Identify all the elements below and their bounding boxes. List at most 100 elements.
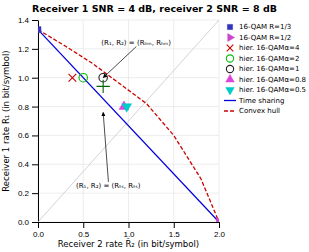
legend-swatch xyxy=(227,45,234,52)
x-tick-mark xyxy=(38,222,39,228)
y-tick-label: 1.4 xyxy=(18,16,30,25)
line-series xyxy=(38,30,219,222)
grid-line-x xyxy=(219,20,220,222)
y-tick: 0.6 xyxy=(18,131,38,140)
grid-line-x xyxy=(173,20,174,222)
grid-line-x xyxy=(83,20,84,222)
scatter-point xyxy=(69,74,77,82)
grid xyxy=(38,20,219,222)
legend-swatch xyxy=(226,75,235,82)
scatter-point xyxy=(79,73,87,81)
legend-label: hier. 16-QAMα=2 xyxy=(239,55,299,63)
plot-area: 0.0 0.5 1.0 1.5 2.0 0.0 0.2 0.4 0.6 0.8 1.0 1.2 1.4 (… xyxy=(18,16,226,239)
x-axis: 0.0 0.5 1.0 1.5 2.0 xyxy=(33,222,226,239)
legend-item: Time sharing xyxy=(224,97,284,105)
y-tick-mark xyxy=(32,135,38,136)
chart-title: Receiver 1 SNR = 4 dB, receiver 2 SNR = … xyxy=(32,3,277,14)
chart-svg: 0.0 0.5 1.0 1.5 2.0 0.0 0.2 0.4 0.6 0.8 1.0 1.2 1.4 (… xyxy=(0,0,309,252)
legend-label: hier. 16-QAMα=0.8 xyxy=(239,76,306,84)
legend-swatch xyxy=(224,100,236,101)
y-axis-title: Receiver 1 rate R₁ (in bit/symbol) xyxy=(1,50,11,191)
x-tick: 1.0 xyxy=(123,222,135,239)
annotation-text: (R₁, R₂) = (Rₕₘ, Rₕₘ) xyxy=(101,39,171,47)
y-tick: 0.2 xyxy=(18,189,38,198)
legend-swatch xyxy=(228,34,235,42)
scatter-point xyxy=(96,80,109,93)
y-tick: 0.0 xyxy=(18,218,38,227)
y-tick-label: 0.8 xyxy=(18,103,30,112)
annotation-arrow xyxy=(103,47,136,78)
y-tick-mark xyxy=(32,49,38,50)
y-tick-label: 1.0 xyxy=(18,74,30,83)
legend-label: Time sharing xyxy=(238,97,284,105)
y-axis-line xyxy=(38,21,39,223)
y-axis: 0.0 0.2 0.4 0.6 0.8 1.0 1.2 1.4 xyxy=(18,16,39,227)
legend-item: hier. 16-QAMα=0.5 xyxy=(226,86,306,94)
legend-label: Convex hull xyxy=(239,107,280,115)
grid-line-y xyxy=(38,135,219,136)
x-tick: 1.5 xyxy=(169,222,181,239)
y-tick-mark xyxy=(32,193,38,194)
legend-swatch xyxy=(224,110,236,111)
legend-item: Convex hull xyxy=(224,107,280,115)
grid-line-y xyxy=(38,20,219,21)
legend-label: hier. 16-QAMα=1 xyxy=(239,65,299,73)
grid-line-y xyxy=(38,77,219,78)
annotation-arrow xyxy=(103,112,108,182)
y-tick-label: 0.2 xyxy=(18,189,30,198)
y-tick-label: 1.2 xyxy=(18,45,30,54)
y-tick-mark xyxy=(32,222,38,223)
x-tick-mark xyxy=(129,222,130,228)
y-tick-mark xyxy=(32,107,38,108)
x-tick: 0.0 xyxy=(33,222,45,239)
x-tick-mark xyxy=(174,222,175,228)
y-tick: 0.8 xyxy=(18,103,38,112)
marks xyxy=(38,20,219,222)
line-series xyxy=(38,30,219,222)
grid-line-x xyxy=(38,20,39,222)
legend-label: 16-QAM R=1/2 xyxy=(239,34,291,42)
y-tick-mark xyxy=(32,78,38,79)
y-tick-mark xyxy=(32,20,38,21)
y-tick-mark xyxy=(32,164,38,165)
x-tick: 0.5 xyxy=(78,222,90,239)
y-tick: 0.4 xyxy=(18,160,38,169)
annotation-text: (R₁, R₂) = (Rₜₛ, Rₜₛ) xyxy=(76,182,141,190)
scatter-point xyxy=(216,217,219,222)
legend-item: hier. 16-QAMα=1 xyxy=(226,65,299,73)
x-tick: 2.0 xyxy=(214,222,226,239)
y-tick: 1.4 xyxy=(18,16,38,25)
chart-container: 0.0 0.5 1.0 1.5 2.0 0.0 0.2 0.4 0.6 0.8 1.0 1.2 1.4 (… xyxy=(0,0,309,252)
grid-line-y xyxy=(38,48,219,49)
x-tick-label: 0.5 xyxy=(78,230,90,239)
scatter-point xyxy=(38,27,41,33)
line-series xyxy=(38,20,219,222)
y-tick: 1.0 xyxy=(18,74,38,83)
y-tick: 1.2 xyxy=(18,45,38,54)
legend-swatch xyxy=(227,24,232,29)
x-tick-label: 0.0 xyxy=(33,230,45,239)
scatter-point xyxy=(122,104,132,113)
legend-swatch xyxy=(226,88,235,95)
legend-label: hier. 16-QAMα=0.5 xyxy=(239,86,306,94)
y-tick-label: 0.4 xyxy=(18,160,30,169)
x-tick-mark xyxy=(219,222,220,228)
y-tick-label: 0.6 xyxy=(18,131,30,140)
legend: 16-QAM R=1/3 16-QAM R=1/2 hier. 16-QAMα=4 h… xyxy=(224,23,306,115)
legend-item: 16-QAM R=1/3 xyxy=(227,23,291,31)
x-axis-title: Receiver 2 rate R̂₂ (in bit/symbol) xyxy=(58,238,199,249)
legend-item: hier. 16-QAMα=4 xyxy=(227,44,300,52)
legend-label: 16-QAM R=1/3 xyxy=(239,23,291,31)
y-tick-label: 0.0 xyxy=(18,218,30,227)
legend-swatch xyxy=(226,65,233,72)
legend-item: 16-QAM R=1/2 xyxy=(228,34,292,42)
x-tick-label: 2.0 xyxy=(214,230,226,239)
legend-item: hier. 16-QAMα=2 xyxy=(226,55,299,63)
x-tick-label: 1.0 xyxy=(123,230,135,239)
legend-swatch xyxy=(226,55,233,62)
legend-label: hier. 16-QAMα=4 xyxy=(239,44,300,52)
x-tick-label: 1.5 xyxy=(169,230,181,239)
legend-item: hier. 16-QAMα=0.8 xyxy=(226,75,306,84)
x-tick-mark xyxy=(83,222,84,228)
annotations: (R₁, R₂) = (Rₕₘ, Rₕₘ) (R₁, R₂) = (Rₜₛ, Rₜ… xyxy=(76,39,171,190)
